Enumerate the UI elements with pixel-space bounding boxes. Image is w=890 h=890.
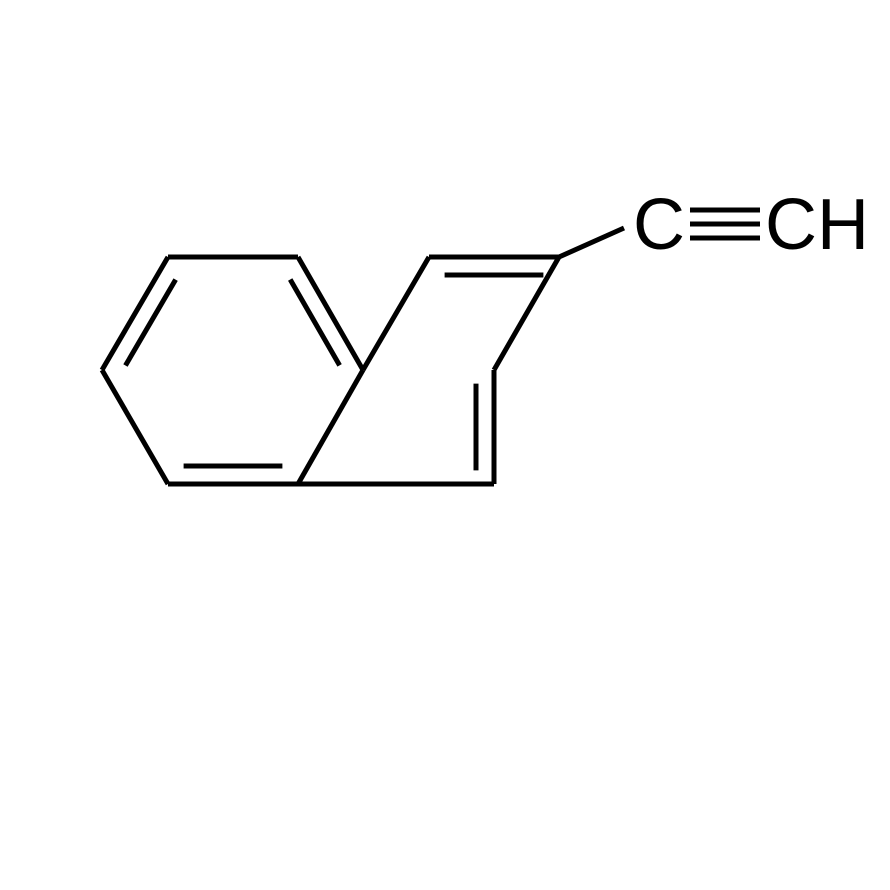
svg-text:CH: CH xyxy=(765,185,869,265)
molecule-diagram: C CH xyxy=(0,0,890,890)
svg-text:C: C xyxy=(633,185,685,265)
